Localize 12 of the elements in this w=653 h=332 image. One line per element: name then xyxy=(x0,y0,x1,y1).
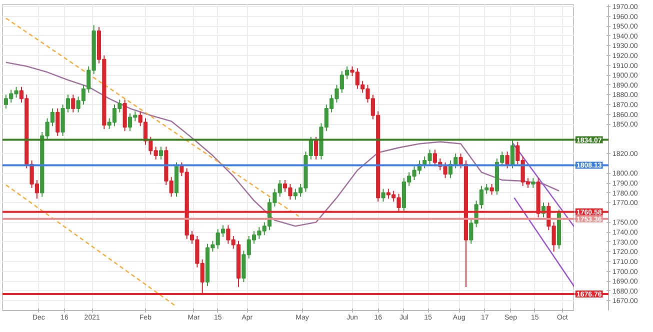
candlestick xyxy=(314,136,318,160)
candlestick xyxy=(458,153,463,169)
candlestick xyxy=(505,151,510,169)
candlestick xyxy=(122,99,127,132)
candlestick xyxy=(510,139,515,169)
candlestick xyxy=(490,183,494,196)
line-series xyxy=(5,62,560,227)
candlestick xyxy=(381,188,386,202)
candlestick xyxy=(531,178,536,188)
candlestick xyxy=(158,146,164,160)
candlestick xyxy=(56,108,60,136)
candlestick xyxy=(71,94,76,113)
